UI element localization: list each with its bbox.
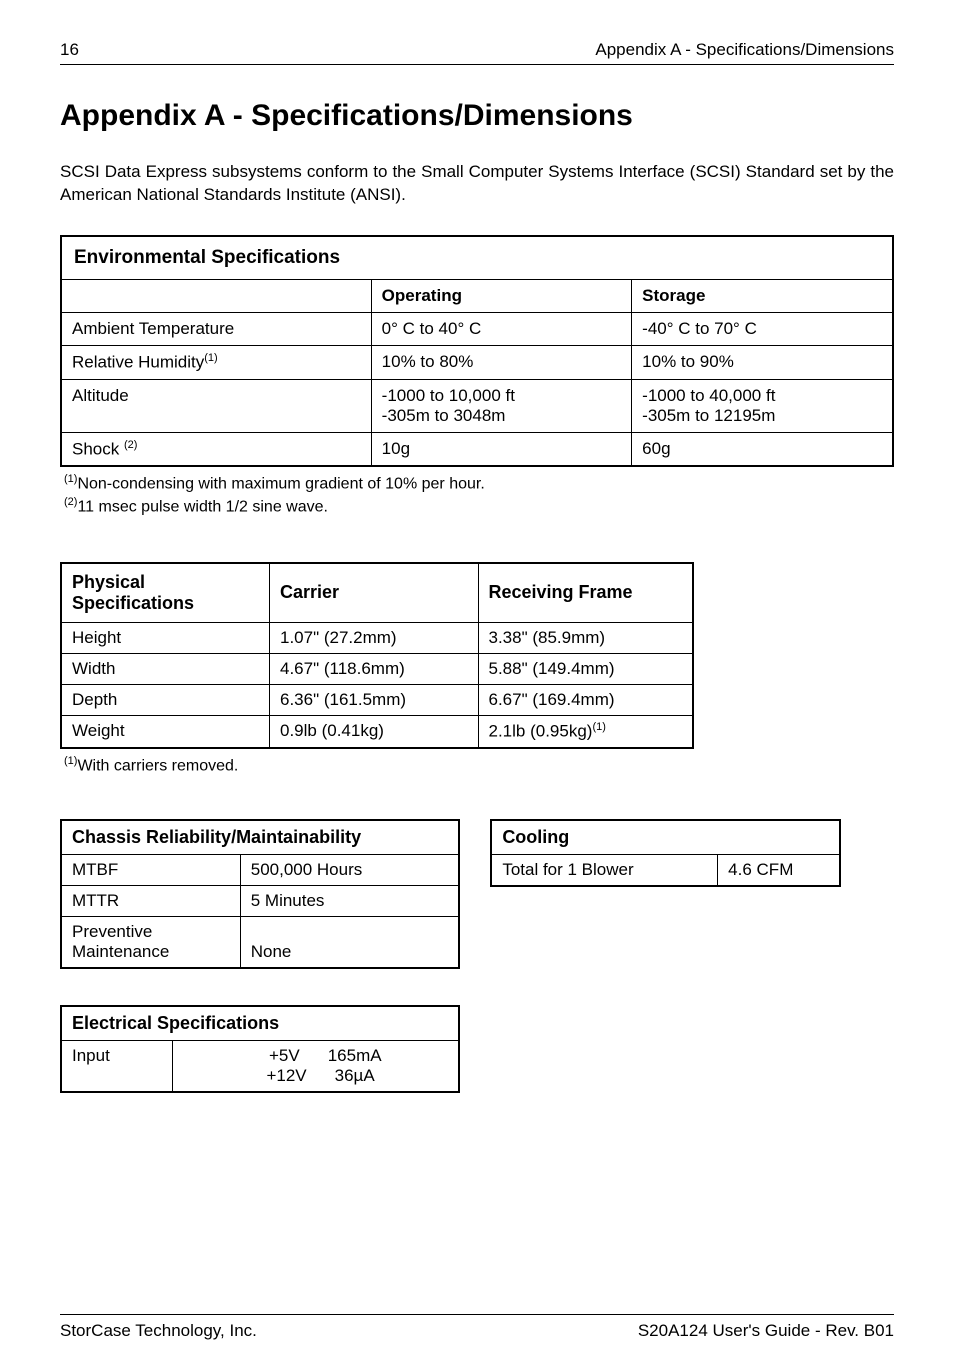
chassis-mtbf-label: MTBF	[61, 854, 240, 885]
footer-left: StorCase Technology, Inc.	[60, 1321, 257, 1341]
phys-footnote: (1)With carriers removed.	[64, 755, 894, 775]
page-number: 16	[60, 40, 79, 60]
chassis-title: Chassis Reliability/Maintainability	[61, 820, 459, 855]
env-shock-label-text: Shock	[72, 439, 124, 458]
phys-weight-label: Weight	[61, 715, 270, 747]
chassis-pm-val: None	[240, 916, 459, 968]
env-footnote-1-text: Non-condensing with maximum gradient of …	[77, 476, 484, 493]
elec-title: Electrical Specifications	[61, 1006, 459, 1041]
elec-values: +5V 165mA +12V 36µA	[173, 1040, 460, 1092]
env-ambient-op: 0° C to 40° C	[371, 312, 631, 345]
cooling-row-label: Total for 1 Blower	[491, 854, 717, 886]
cooling-title: Cooling	[491, 820, 839, 855]
env-footnote-2: (2)11 msec pulse width 1/2 sine wave.	[64, 496, 894, 516]
env-footnote-1: (1)Non-condensing with maximum gradient …	[64, 473, 894, 493]
env-shock-label: Shock (2)	[61, 432, 371, 466]
elec-r2-a: 36µA	[335, 1066, 375, 1086]
elec-r1-a: 165mA	[328, 1046, 382, 1066]
elec-r1-v: +5V	[250, 1046, 300, 1066]
phys-col-frame: Receiving Frame	[478, 563, 693, 623]
environmental-table: Environmental Specifications Operating S…	[60, 235, 894, 467]
phys-footnote-sup: (1)	[64, 755, 77, 767]
cooling-row-val: 4.6 CFM	[718, 854, 840, 886]
env-alt-op: -1000 to 10,000 ft -305m to 3048m	[371, 379, 631, 432]
elec-input-label: Input	[61, 1040, 173, 1092]
chassis-mttr-label: MTTR	[61, 885, 240, 916]
chassis-pm-label-2: Maintenance	[72, 942, 230, 962]
phys-height-carrier: 1.07" (27.2mm)	[270, 622, 479, 653]
chassis-pm-label: Preventive Maintenance	[61, 916, 240, 968]
phys-width-label: Width	[61, 653, 270, 684]
env-blank-header	[61, 279, 371, 312]
env-alt-op-1: -1000 to 10,000 ft	[382, 386, 621, 406]
env-rh-op: 10% to 80%	[371, 345, 631, 379]
env-rh-st: 10% to 90%	[632, 345, 893, 379]
env-footnote-2-text: 11 msec pulse width 1/2 sine wave.	[77, 498, 328, 515]
chassis-mtbf-val: 500,000 Hours	[240, 854, 459, 885]
phys-width-carrier: 4.67" (118.6mm)	[270, 653, 479, 684]
env-rh-label-text: Relative Humidity	[72, 353, 204, 372]
phys-height-frame: 3.38" (85.9mm)	[478, 622, 693, 653]
phys-weight-frame-text: 2.1lb (0.95kg)	[489, 722, 593, 741]
env-alt-st-1: -1000 to 40,000 ft	[642, 386, 882, 406]
electrical-table: Electrical Specifications Input +5V 165m…	[60, 1005, 460, 1093]
env-footnote-1-sup: (1)	[64, 473, 77, 485]
page: 16 Appendix A - Specifications/Dimension…	[0, 0, 954, 1369]
footer-right: S20A124 User's Guide - Rev. B01	[638, 1321, 894, 1341]
elec-r2-v: +12V	[257, 1066, 307, 1086]
page-header: 16 Appendix A - Specifications/Dimension…	[60, 40, 894, 60]
page-footer: StorCase Technology, Inc. S20A124 User's…	[60, 1314, 894, 1341]
env-shock-sup: (2)	[124, 439, 137, 451]
phys-col-carrier: Carrier	[270, 563, 479, 623]
phys-footnote-text: With carriers removed.	[77, 757, 238, 774]
phys-depth-frame: 6.67" (169.4mm)	[478, 684, 693, 715]
env-shock-op: 10g	[371, 432, 631, 466]
footer-rule	[60, 1314, 894, 1315]
env-title: Environmental Specifications	[61, 236, 893, 280]
intro-paragraph: SCSI Data Express subsystems conform to …	[60, 161, 894, 207]
env-rh-sup: (1)	[204, 352, 217, 364]
env-shock-st: 60g	[632, 432, 893, 466]
env-alt-op-2: -305m to 3048m	[382, 406, 621, 426]
phys-weight-carrier: 0.9lb (0.41kg)	[270, 715, 479, 747]
phys-title: PhysicalSpecifications	[61, 563, 270, 623]
header-section-title: Appendix A - Specifications/Dimensions	[595, 40, 894, 60]
physical-table: PhysicalSpecifications Carrier Receiving…	[60, 562, 694, 749]
env-alt-st: -1000 to 40,000 ft -305m to 12195m	[632, 379, 893, 432]
chassis-cooling-row: Chassis Reliability/Maintainability MTBF…	[60, 819, 894, 969]
phys-width-frame: 5.88" (149.4mm)	[478, 653, 693, 684]
env-rh-label: Relative Humidity(1)	[61, 345, 371, 379]
phys-depth-carrier: 6.36" (161.5mm)	[270, 684, 479, 715]
env-ambient-label: Ambient Temperature	[61, 312, 371, 345]
chassis-pm-label-1: Preventive	[72, 922, 230, 942]
header-rule	[60, 64, 894, 65]
env-alt-label: Altitude	[61, 379, 371, 432]
env-ambient-st: -40° C to 70° C	[632, 312, 893, 345]
phys-weight-frame-sup: (1)	[592, 721, 605, 733]
chassis-mttr-val: 5 Minutes	[240, 885, 459, 916]
phys-height-label: Height	[61, 622, 270, 653]
phys-depth-label: Depth	[61, 684, 270, 715]
env-alt-st-2: -305m to 12195m	[642, 406, 882, 426]
page-title: Appendix A - Specifications/Dimensions	[60, 99, 894, 133]
chassis-table: Chassis Reliability/Maintainability MTBF…	[60, 819, 460, 969]
env-col-storage: Storage	[632, 279, 893, 312]
env-footnote-2-sup: (2)	[64, 496, 77, 508]
phys-weight-frame: 2.1lb (0.95kg)(1)	[478, 715, 693, 747]
env-col-operating: Operating	[371, 279, 631, 312]
cooling-table: Cooling Total for 1 Blower 4.6 CFM	[490, 819, 840, 887]
